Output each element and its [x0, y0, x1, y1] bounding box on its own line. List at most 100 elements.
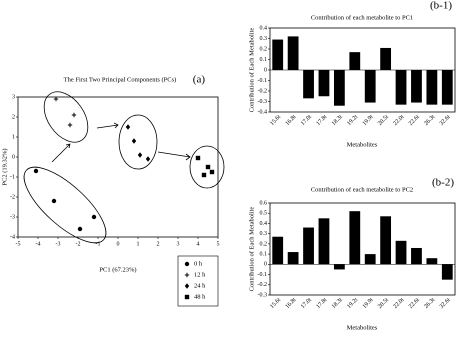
y-tick-label: 0 — [12, 154, 15, 160]
y-tick-label: 0.3 — [260, 231, 268, 237]
legend-swatch — [184, 294, 190, 300]
y-tick-label: -0.2 — [258, 282, 268, 288]
y-tick-label: -0.2 — [258, 88, 268, 94]
y-tick-label: -0.1 — [258, 78, 268, 84]
arrow — [96, 122, 119, 129]
y-tick-label: 0.5 — [260, 211, 268, 217]
x-tick-label: 32.6t — [439, 297, 452, 310]
point — [53, 96, 59, 102]
y-tick-label: 0.6 — [260, 200, 268, 206]
bar — [303, 227, 314, 265]
x-tick-label: 22.6t — [408, 297, 421, 310]
x-tick-label: 18.3t — [331, 297, 344, 310]
bar — [411, 70, 422, 103]
chart-title: Contribution of each metabolite to PC2 — [311, 186, 413, 193]
bar — [318, 70, 330, 97]
x-tick-label: 15.6t — [269, 114, 282, 127]
legend-swatch — [184, 272, 190, 278]
x-tick-label: 17.8t — [315, 297, 328, 310]
y-axis-label: Contribution of Each Metabolite — [248, 28, 255, 113]
point — [91, 214, 97, 220]
panel-label: (b-2) — [432, 177, 454, 189]
x-tick-label: 4 — [197, 241, 200, 247]
y-tick-label: -0.1 — [258, 272, 268, 278]
x-tick-label: -4 — [36, 241, 41, 247]
x-tick-label: 19.9t — [362, 297, 375, 310]
y-tick-label: 0.2 — [260, 46, 268, 52]
panel-label: (b-1) — [430, 0, 452, 12]
y-tick-label: 0 — [264, 67, 267, 73]
x-axis-label: Metabolites — [347, 141, 378, 148]
bar — [441, 264, 453, 280]
legend-swatch — [184, 283, 190, 289]
x-tick-label: -2 — [76, 241, 81, 247]
bar — [303, 70, 314, 99]
cluster-ellipse — [189, 145, 225, 189]
point — [201, 172, 207, 178]
y-tick-label: 0 — [264, 262, 267, 268]
legend-frame — [177, 255, 219, 307]
cluster-ellipse — [118, 114, 158, 170]
bar — [395, 70, 407, 105]
bar — [380, 216, 392, 265]
bar — [318, 218, 330, 265]
arrow — [51, 143, 71, 163]
y-tick-label: 3 — [12, 94, 15, 100]
bar — [426, 70, 438, 105]
x-tick-label: 5 — [217, 241, 220, 247]
annotations — [23, 91, 225, 244]
legend-swatch — [184, 261, 190, 267]
y-tick-label: 0.4 — [260, 25, 268, 31]
x-tick-label: 1 — [137, 241, 140, 247]
x-tick-label: 0 — [117, 241, 120, 247]
chart-title: The First Two Principal Components (PCs) — [64, 76, 177, 83]
y-axis-label: Contribution of Each Metabolite — [248, 207, 255, 292]
x-tick-label: -1 — [96, 241, 101, 247]
bar — [349, 52, 361, 70]
point — [195, 155, 201, 161]
cluster-ellipse — [23, 166, 107, 244]
y-tick-label: 0.1 — [260, 57, 268, 63]
x-tick-label: -3 — [56, 241, 61, 247]
x-tick-label: 17.8t — [315, 114, 328, 127]
point — [137, 152, 143, 158]
legend-label: 12 h — [194, 271, 206, 278]
x-tick-label: 32.6t — [439, 114, 452, 127]
point — [51, 198, 57, 204]
y-tick-label: -1 — [10, 174, 15, 180]
y-tick-label: -0.4 — [258, 109, 268, 115]
x-tick-label: 19.2t — [346, 114, 359, 127]
x-tick-label: 18.3t — [331, 114, 344, 127]
x-tick-label: 20.5t — [377, 297, 390, 310]
y-tick-label: 0.2 — [260, 241, 268, 247]
y-tick-label: -2 — [10, 194, 15, 200]
bar — [272, 236, 284, 265]
panel-label: (a) — [193, 74, 206, 86]
point — [125, 124, 131, 130]
x-tick-label: 22.0t — [393, 114, 406, 127]
point — [209, 169, 215, 175]
x-tick-label: 20.5t — [377, 114, 390, 127]
point — [145, 156, 151, 162]
point — [205, 164, 211, 170]
point — [77, 226, 83, 232]
x-tick-label: 16.8t — [285, 297, 298, 310]
bar — [380, 47, 392, 70]
point — [33, 168, 39, 174]
y-axis-label: PC2 (19.32%) — [1, 148, 8, 185]
bar — [272, 39, 284, 70]
x-axis-label: Metabolites — [347, 324, 378, 331]
y-tick-label: 0.3 — [260, 36, 268, 42]
x-tick-label: 26.3t — [423, 114, 436, 127]
legend-label: 24 h — [194, 282, 206, 289]
y-tick-label: 2 — [12, 114, 15, 120]
x-tick-label: 19.2t — [346, 297, 359, 310]
x-tick-label: 17.0t — [300, 114, 313, 127]
x-tick-label: 22.0t — [393, 297, 406, 310]
point — [67, 122, 73, 128]
bar — [395, 240, 407, 265]
x-tick-label: 15.6t — [269, 297, 282, 310]
bar — [426, 258, 438, 265]
legend-label: 48 h — [194, 293, 206, 300]
